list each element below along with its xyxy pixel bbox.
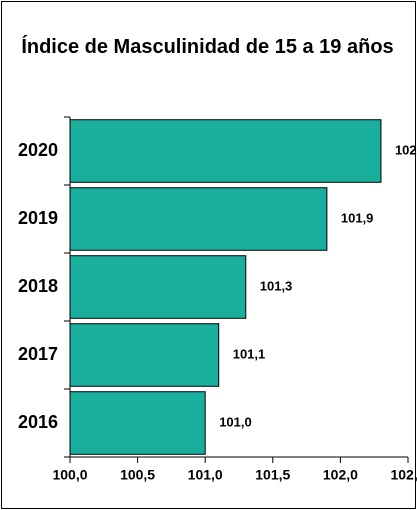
y-tick-label: 2020 (18, 140, 58, 160)
bar (69, 255, 247, 319)
value-label: 102,3 (395, 142, 417, 157)
y-tick-label: 2017 (18, 344, 58, 364)
value-label: 101,9 (341, 210, 374, 225)
chart-title: Índice de Masculinidad de 15 a 19 años (21, 36, 394, 58)
bar (69, 187, 328, 251)
value-label: 101,1 (233, 346, 266, 361)
bar (69, 119, 382, 183)
y-tick-label: 2016 (18, 412, 58, 432)
x-tick-label: 102,0 (323, 467, 358, 483)
value-label: 101,0 (219, 414, 252, 429)
bar (69, 323, 220, 387)
x-tick-label: 100,0 (52, 467, 87, 483)
x-tick-label: 101,5 (255, 467, 290, 483)
bar (69, 391, 206, 455)
y-tick-label: 2018 (18, 276, 58, 296)
x-tick-label: 102,5 (390, 467, 417, 483)
x-tick-label: 100,5 (120, 467, 155, 483)
x-tick-label: 101,0 (188, 467, 223, 483)
y-tick-label: 2019 (18, 208, 58, 228)
value-label: 101,3 (260, 278, 293, 293)
